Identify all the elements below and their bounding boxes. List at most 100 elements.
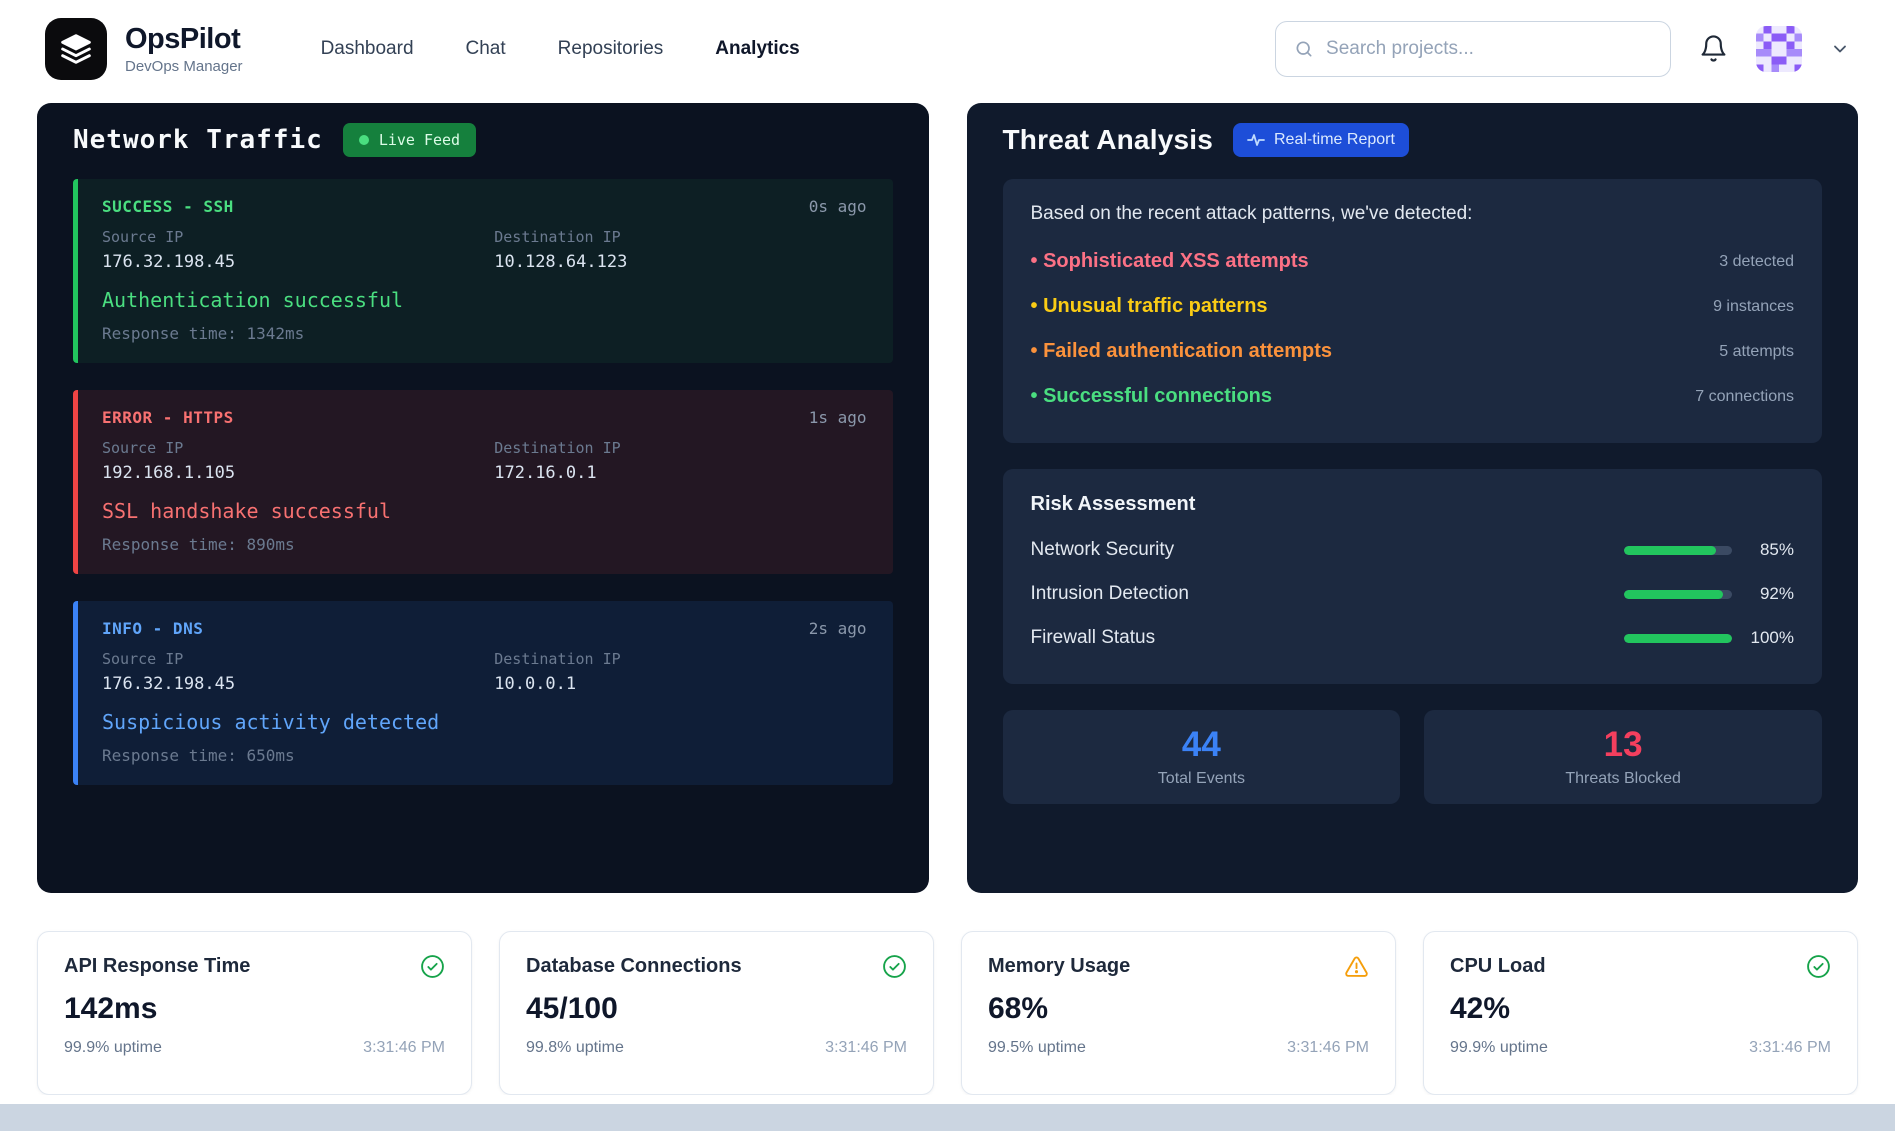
search-input[interactable] xyxy=(1326,37,1652,60)
pulse-icon xyxy=(1247,134,1265,146)
check-circle-icon xyxy=(883,955,906,978)
dest-ip-value: 172.16.0.1 xyxy=(494,463,597,483)
source-ip-label: Source IP xyxy=(102,439,184,457)
threat-label: Successful connections xyxy=(1031,385,1272,408)
log-message: Suspicious activity detected xyxy=(102,710,440,734)
log-response-time: Response time: 1342ms xyxy=(102,324,305,343)
threat-count: 9 instances xyxy=(1713,297,1794,315)
metric-card-cpu-load: CPU Load 42% 99.9% uptime 3:31:46 PM xyxy=(1423,931,1858,1095)
threat-label: Unusual traffic patterns xyxy=(1031,295,1267,318)
source-ip-value: 176.32.198.45 xyxy=(102,674,236,694)
source-ip-value: 192.168.1.105 xyxy=(102,463,236,483)
dest-ip-value: 10.0.0.1 xyxy=(494,674,577,694)
main-content: Network Traffic Live Feed SUCCESS - SSH … xyxy=(0,97,1895,893)
log-response-time: Response time: 890ms xyxy=(102,535,295,554)
detected-threats-card: Based on the recent attack patterns, we'… xyxy=(1002,179,1822,443)
search-box[interactable] xyxy=(1275,20,1671,77)
total-events-stat: 44 Total Events xyxy=(1002,710,1401,804)
risk-label: Network Security xyxy=(1030,539,1175,560)
log-entry: SUCCESS - SSH 0s ago Source IP 176.32.19… xyxy=(73,179,893,363)
metric-uptime: 99.8% uptime xyxy=(526,1039,624,1056)
risk-percent: 100% xyxy=(1750,628,1794,647)
risk-label: Firewall Status xyxy=(1030,627,1156,648)
log-time: 2s ago xyxy=(808,619,867,638)
metric-uptime: 99.9% uptime xyxy=(64,1039,162,1056)
log-entry: INFO - DNS 2s ago Source IP 176.32.198.4… xyxy=(73,601,893,785)
metric-uptime: 99.5% uptime xyxy=(988,1039,1086,1056)
total-events-value: 44 xyxy=(1181,725,1221,764)
threat-item: Successful connections 7 connections xyxy=(1031,374,1794,419)
risk-percent: 92% xyxy=(1759,584,1794,603)
risk-assessment-card: Risk Assessment Network Security 85% Int… xyxy=(1002,469,1822,684)
threat-count: 7 connections xyxy=(1695,387,1794,405)
dest-ip-value: 10.128.64.123 xyxy=(494,252,628,272)
network-traffic-header: Network Traffic Live Feed xyxy=(73,123,893,157)
app-title: OpsPilot xyxy=(125,22,241,55)
progress-bar xyxy=(1624,633,1732,643)
risk-label: Intrusion Detection xyxy=(1030,583,1189,604)
log-entry: ERROR - HTTPS 1s ago Source IP 192.168.1… xyxy=(73,390,893,574)
nav-chat[interactable]: Chat xyxy=(465,37,506,59)
bell-icon xyxy=(1701,35,1726,62)
log-time: 0s ago xyxy=(808,197,867,216)
threats-blocked-stat: 13 Threats Blocked xyxy=(1424,710,1822,804)
threat-item: Sophisticated XSS attempts 3 detected xyxy=(1031,239,1794,284)
brand[interactable]: OpsPilot DevOps Manager xyxy=(45,17,243,80)
progress-fill xyxy=(1624,545,1716,555)
log-level: SUCCESS - SSH xyxy=(102,197,234,216)
metric-value: 42% xyxy=(1450,992,1511,1025)
live-dot xyxy=(358,135,369,145)
progress-bar xyxy=(1624,589,1732,599)
log-response-time: Response time: 650ms xyxy=(102,746,295,765)
threats-blocked-label: Threats Blocked xyxy=(1565,770,1681,787)
threat-item: Unusual traffic patterns 9 instances xyxy=(1031,284,1794,329)
notifications-button[interactable] xyxy=(1699,34,1728,63)
chevron-down-icon xyxy=(1834,45,1846,52)
nav-dashboard[interactable]: Dashboard xyxy=(320,37,414,59)
app-logo[interactable] xyxy=(45,17,107,80)
app-header: OpsPilot DevOps Manager Dashboard Chat R… xyxy=(0,0,1895,97)
progress-fill xyxy=(1624,589,1724,599)
metric-card-api-response: API Response Time 142ms 99.9% uptime 3:3… xyxy=(37,931,472,1095)
log-time: 1s ago xyxy=(808,408,867,427)
total-events-label: Total Events xyxy=(1157,770,1245,787)
log-message: Authentication successful xyxy=(102,288,404,312)
threat-count: 3 detected xyxy=(1719,252,1794,270)
progress-fill xyxy=(1624,633,1732,643)
source-ip-value: 176.32.198.45 xyxy=(102,252,236,272)
threats-intro: Based on the recent attack patterns, we'… xyxy=(1030,203,1473,224)
threat-stats: 44 Total Events 13 Threats Blocked xyxy=(1002,710,1822,804)
metric-card-db-connections: Database Connections 45/100 99.8% uptime… xyxy=(499,931,934,1095)
threats-blocked-value: 13 xyxy=(1603,725,1643,764)
user-menu-button[interactable] xyxy=(1830,39,1850,59)
metric-title: Memory Usage xyxy=(988,955,1131,977)
metric-timestamp: 3:31:46 PM xyxy=(825,1039,907,1056)
log-level: ERROR - HTTPS xyxy=(102,408,234,427)
layers-icon xyxy=(61,33,91,64)
dest-ip-label: Destination IP xyxy=(494,228,621,246)
avatar-identicon xyxy=(1756,25,1802,72)
metric-uptime: 99.9% uptime xyxy=(1450,1039,1548,1056)
threat-analysis-header: Threat Analysis Real-time Report xyxy=(1003,123,1823,157)
source-ip-label: Source IP xyxy=(102,650,184,668)
metric-value: 68% xyxy=(988,992,1049,1025)
log-message: SSL handshake successful xyxy=(102,499,391,523)
nav-repositories[interactable]: Repositories xyxy=(557,37,664,59)
source-ip-label: Source IP xyxy=(102,228,184,246)
realtime-report-label: Real-time Report xyxy=(1273,131,1395,148)
app-subtitle: DevOps Manager xyxy=(125,57,243,75)
check-circle-icon xyxy=(1807,955,1830,978)
warning-icon xyxy=(1345,956,1368,977)
risk-row: Firewall Status 100% xyxy=(1031,616,1795,660)
avatar[interactable] xyxy=(1756,25,1802,72)
threat-analysis-panel: Threat Analysis Real-time Report Based o… xyxy=(966,103,1858,893)
check-circle-icon xyxy=(421,955,444,978)
metric-timestamp: 3:31:46 PM xyxy=(1287,1039,1369,1056)
network-traffic-panel: Network Traffic Live Feed SUCCESS - SSH … xyxy=(37,103,929,893)
nav-analytics[interactable]: Analytics xyxy=(715,37,800,59)
risk-percent: 85% xyxy=(1759,540,1794,559)
log-level: INFO - DNS xyxy=(102,619,204,638)
header-right xyxy=(1275,20,1850,77)
threat-label: Sophisticated XSS attempts xyxy=(1031,250,1309,273)
